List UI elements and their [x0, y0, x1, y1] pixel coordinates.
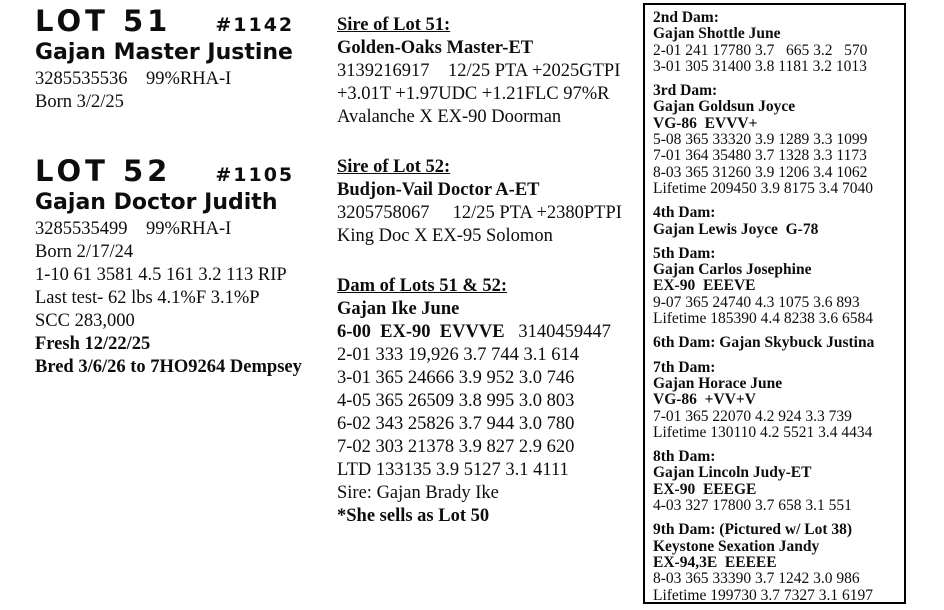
- lot-52-scc: SCC 283,000: [35, 311, 135, 331]
- lot-51-cow-name: Gajan Master Justine: [35, 40, 293, 65]
- dam-score-reg: 3140459447: [504, 322, 611, 342]
- lot-52-record: 1-10 61 3581 4.5 161 3.2 113 RIP: [35, 265, 287, 285]
- sire-of-lot-51-name: Golden-Oaks Master-ET: [337, 38, 534, 58]
- second-dam-name: Gajan Shottle June: [653, 25, 781, 43]
- dam-score-line: 6-00 EX-90 EVVVE 3140459447: [337, 321, 642, 344]
- dam-record-3: 4-05 365 26509 3.8 995 3.0 803: [337, 391, 575, 411]
- third-dam-section: 3rd Dam: Gajan Goldsun Joyce VG-86 EVVV+…: [653, 82, 898, 197]
- third-dam-score: VG-86 EVVV+: [653, 114, 758, 132]
- third-dam-record-3: 8-03 365 31260 3.9 1206 3.4 1062: [653, 163, 868, 181]
- dam-record-1: 2-01 333 19,926 3.7 744 3.1 614: [337, 345, 580, 365]
- sire-of-lot-51-pta: +3.01T +1.97UDC +1.21FLC 97%R: [337, 84, 610, 104]
- fifth-dam-record-1: 9-07 365 24740 4.3 1075 3.6 893: [653, 293, 860, 311]
- sire-of-lot-52-cross: King Doc X EX-95 Solomon: [337, 226, 553, 246]
- ninth-dam-score: EX-94,3E EEEEE: [653, 553, 777, 571]
- ninth-dam-lifetime: Lifetime 199730 3.7 7327 3.1 6197: [653, 586, 873, 604]
- eighth-dam-name: Gajan Lincoln Judy-ET: [653, 464, 812, 482]
- eighth-dam-section: 8th Dam: Gajan Lincoln Judy-ET EX-90 EEE…: [653, 448, 898, 515]
- fifth-dam-name: Gajan Carlos Josephine: [653, 261, 812, 279]
- second-dam-record-2: 3-01 305 31400 3.8 1181 3.2 1013: [653, 57, 867, 75]
- lot-52-header: LOT 52 #1105: [35, 154, 335, 188]
- lot-52-title: LOT 52: [35, 154, 172, 188]
- seventh-dam-section: 7th Dam: Gajan Horace June VG-86 +VV+V 7…: [653, 358, 898, 441]
- sire-of-lot-51-reg: 3139216917 12/25 PTA +2025GTPI: [337, 61, 621, 81]
- seventh-dam-name: Gajan Horace June: [653, 374, 783, 392]
- lot-52-section: LOT 52 #1105 Gajan Doctor Judith 3285535…: [35, 154, 335, 379]
- ninth-dam-record-1: 8-03 365 33390 3.7 1242 3.0 986: [653, 570, 860, 588]
- fifth-dam-heading: 5th Dam:: [653, 244, 716, 262]
- lot-51-title: LOT 51: [35, 4, 172, 38]
- third-dam-lifetime: Lifetime 209450 3.9 8175 3.4 7040: [653, 179, 873, 197]
- fourth-dam-section: 4th Dam: Gajan Lewis Joyce G-78: [653, 204, 898, 238]
- lot-51-number: #1142: [215, 14, 295, 36]
- lot-51-registration: 3285535536 99%RHA-I: [35, 69, 232, 89]
- second-dam-section: 2nd Dam: Gajan Shottle June 2-01 241 177…: [653, 9, 898, 75]
- dam-of-lots-section: Dam of Lots 51 & 52: Gajan Ike June 6-00…: [337, 275, 642, 528]
- eighth-dam-record-1: 4-03 327 17800 3.7 658 3.1 551: [653, 497, 852, 515]
- sixth-dam-section: 6th Dam: Gajan Skybuck Justina: [653, 334, 898, 352]
- sire-of-lot-52-section: Sire of Lot 52: Budjon-Vail Doctor A-ET …: [337, 156, 642, 248]
- sire-of-lot-51-cross: Avalanche X EX-90 Doorman: [337, 107, 562, 127]
- eighth-dam-heading: 8th Dam:: [653, 448, 716, 466]
- second-dam-record-1: 2-01 241 17780 3.7 665 3.2 570: [653, 41, 868, 59]
- lot-52-born: Born 2/17/24: [35, 242, 134, 262]
- dam-sells-note: *She sells as Lot 50: [337, 506, 490, 526]
- sire-of-lot-52-reg: 3205758067 12/25 PTA +2380PTPI: [337, 203, 622, 223]
- third-dam-record-1: 5-08 365 33320 3.9 1289 3.3 1099: [653, 131, 868, 149]
- lot-column: LOT 51 #1142 Gajan Master Justine 328553…: [35, 4, 335, 379]
- ninth-dam-name: Keystone Sexation Jandy: [653, 537, 820, 555]
- dam-sire: Sire: Gajan Brady Ike: [337, 483, 499, 503]
- fifth-dam-section: 5th Dam: Gajan Carlos Josephine EX-90 EE…: [653, 244, 898, 328]
- lot-51-section: LOT 51 #1142 Gajan Master Justine 328553…: [35, 4, 335, 114]
- third-dam-heading: 3rd Dam:: [653, 82, 718, 100]
- seventh-dam-heading: 7th Dam:: [653, 358, 716, 376]
- lot-52-last-test: Last test- 62 lbs 4.1%F 3.1%P: [35, 288, 260, 308]
- fifth-dam-score: EX-90 EEEVE: [653, 277, 756, 295]
- pedigree-column: Sire of Lot 51: Golden-Oaks Master-ET 31…: [337, 14, 642, 555]
- lot-51-born: Born 3/2/25: [35, 92, 124, 112]
- dam-record-5: 7-02 303 21378 3.9 827 2.9 620: [337, 437, 575, 457]
- fourth-dam-name: Gajan Lewis Joyce G-78: [653, 220, 819, 238]
- maternal-line-box: 2nd Dam: Gajan Shottle June 2-01 241 177…: [643, 3, 906, 604]
- sire-of-lot-51-heading: Sire of Lot 51:: [337, 15, 451, 35]
- dam-name: Gajan Ike June: [337, 299, 460, 319]
- sire-of-lot-51-section: Sire of Lot 51: Golden-Oaks Master-ET 31…: [337, 14, 642, 129]
- ninth-dam-section: 9th Dam: (Pictured w/ Lot 38) Keystone S…: [653, 521, 898, 604]
- dam-record-2: 3-01 365 24666 3.9 952 3.0 746: [337, 368, 575, 388]
- sire-of-lot-52-heading: Sire of Lot 52:: [337, 157, 451, 177]
- fifth-dam-lifetime: Lifetime 185390 4.4 8238 3.6 6584: [653, 310, 873, 328]
- lot-52-fresh: Fresh 12/22/25: [35, 334, 151, 354]
- third-dam-record-2: 7-01 364 35480 3.7 1328 3.3 1173: [653, 147, 867, 165]
- lot-52-registration: 3285535499 99%RHA-I: [35, 219, 232, 239]
- lot-52-cow-name: Gajan Doctor Judith: [35, 190, 278, 215]
- lot-51-header: LOT 51 #1142: [35, 4, 335, 38]
- dam-of-lots-heading: Dam of Lots 51 & 52:: [337, 276, 508, 296]
- seventh-dam-lifetime: Lifetime 130110 4.2 5521 3.4 4434: [653, 423, 873, 441]
- dam-record-ltd: LTD 133135 3.9 5127 3.1 4111: [337, 460, 569, 480]
- second-dam-heading: 2nd Dam:: [653, 9, 719, 26]
- fourth-dam-heading: 4th Dam:: [653, 204, 716, 222]
- dam-record-4: 6-02 343 25826 3.7 944 3.0 780: [337, 414, 575, 434]
- eighth-dam-score: EX-90 EEEGE: [653, 480, 757, 498]
- dam-score-bold: 6-00 EX-90 EVVVE: [337, 322, 505, 342]
- sixth-dam-heading: 6th Dam: Gajan Skybuck Justina: [653, 334, 875, 352]
- third-dam-name: Gajan Goldsun Joyce: [653, 98, 796, 116]
- sire-of-lot-52-name: Budjon-Vail Doctor A-ET: [337, 180, 540, 200]
- seventh-dam-record-1: 7-01 365 22070 4.2 924 3.3 739: [653, 407, 852, 425]
- lot-52-number: #1105: [215, 164, 295, 186]
- lot-52-bred: Bred 3/6/26 to 7HO9264 Dempsey: [35, 357, 302, 377]
- ninth-dam-heading: 9th Dam: (Pictured w/ Lot 38): [653, 521, 853, 539]
- seventh-dam-score: VG-86 +VV+V: [653, 391, 756, 409]
